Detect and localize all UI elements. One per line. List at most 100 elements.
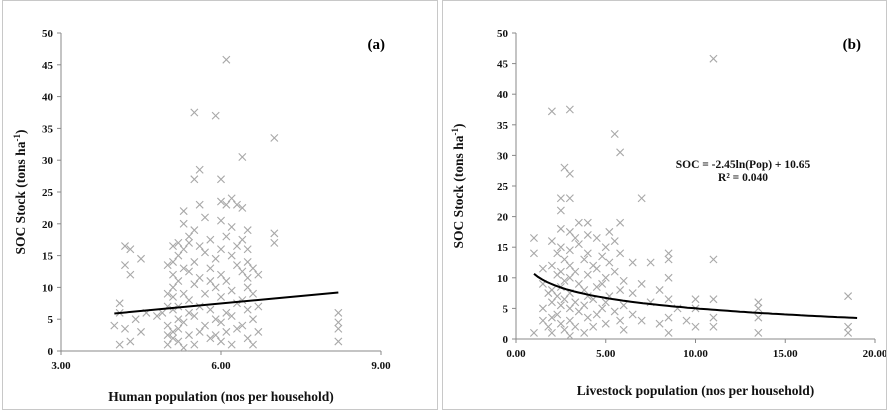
chart-b-data-point [709,313,718,322]
chart-a-data-point [243,283,252,292]
chart-a-data-point [254,302,263,311]
chart-a-data-point [270,238,279,247]
chart-b-data-point [560,276,569,285]
chart-b-data-point [580,301,589,310]
chart-a-data-point [227,286,236,295]
chart-b-data-point [619,276,628,285]
chart-b-data-point [598,252,607,261]
chart-a-data-point [233,324,241,333]
chart-b-data-point [709,54,718,63]
chart-a-data-point [270,229,279,238]
chart-a-data-point [185,267,193,276]
chart-b-data-point [571,267,580,276]
chart-b-y-tick-label: 45 [497,59,509,71]
chart-a-data-point [254,270,263,279]
chart-b-data-point [571,298,580,307]
chart-a-data-point [131,315,140,324]
chart-b-y-tick-label: 5 [503,303,509,315]
chart-a-data-point [163,289,172,298]
chart-b-data-point [616,249,625,258]
chart-b-y-tick-label: 20 [497,212,509,224]
chart-a-data-point [238,267,247,276]
chart-b-data-point [583,270,592,279]
chart-a-data-point [334,318,343,327]
chart-a-data-point [217,337,225,346]
chart-a-data-point [195,165,204,174]
chart-a-data-point [190,280,199,289]
chart-b-data-point [844,322,853,331]
chart-a-data-point [249,264,257,273]
chart-a-data-point [334,337,343,346]
chart-a-data-point [254,327,263,336]
chart-b-data-point [565,194,574,203]
chart-b-data-point [709,255,718,264]
chart-a-data-point [158,308,167,317]
chart-b-data-point [547,237,556,246]
chart-a-data-point [217,245,225,254]
chart-a-data-point [190,175,199,184]
chart-a-data-point [249,340,257,349]
chart-a-data-point [243,334,252,343]
chart-a-data-point [206,334,215,343]
chart-a-data-point [217,318,225,327]
chart-b-data-point [556,243,565,252]
chart-a-data-point [179,289,188,298]
chart-b-data-point [664,249,673,258]
chart-a-data-point [227,222,236,231]
chart-a-y-tick-label: 20 [42,219,54,231]
chart-b-r-squared-label: R² = 0.040 [718,172,768,184]
chart-a-data-point [243,226,252,235]
chart-a-data-point [206,264,215,273]
chart-a-data-point [137,254,145,263]
chart-b-svg: 0 5 10 15 20 25 30 35 40 45 50 0.00 5.00 10.00 15.00 20… [450,28,886,398]
chart-b-data-point [556,206,565,215]
chart-b-data-point [583,313,592,322]
chart-a-data-point [238,203,247,212]
chart-a-data-point [227,251,236,260]
chart-b-data-point [664,255,673,264]
chart-a-data-point [334,324,343,333]
chart-a-data-point [211,331,220,340]
chart-b-y-tick-label: 25 [497,181,509,193]
chart-b-data-point [616,286,625,295]
chart-a-data-point [169,283,177,292]
chart-b-data-point [605,258,614,267]
chart-b-data-point [682,316,691,325]
chart-b-data-point [664,313,673,322]
chart-b-equation-label: SOC = -2.45ln(Pop) + 10.65 [676,159,811,171]
chart-a-data-point [174,315,183,324]
chart-a-data-point [190,226,199,235]
chart-b-data-point [754,328,763,337]
chart-a-svg: 0 5 10 15 20 25 30 35 40 45 50 3.00 6.00 9.00 (a) Human… [12,28,391,404]
chart-a-data-point [163,340,172,349]
chart-a-data-point [185,308,193,317]
chart-b-trendline [533,273,858,319]
chart-b-y-tick-label: 35 [497,120,509,132]
chart-a-data-point [222,200,231,209]
chart-a-data-point [121,261,129,270]
chart-a-y-tick-label: 30 [42,155,54,167]
chart-a-data-point [206,305,215,314]
chart-a-data-point [185,238,193,247]
chart-a-y-axis-title: SOC Stock (tons ha-1) [12,130,28,255]
chart-b-data-point [637,316,646,325]
chart-b-y-tick-label: 10 [497,273,509,285]
chart-a-data-point [174,277,183,286]
chart-b-data-point [592,234,601,243]
chart-a-data-point [243,305,252,314]
chart-a-data-point [163,321,172,330]
chart-b-data-point [598,279,607,288]
chart-b-y-tick-label: 50 [497,28,509,40]
chart-a-trendline [114,291,339,315]
chart-a-data-point [222,277,231,286]
chart-b-y-tick-label: 15 [497,242,509,254]
chart-b-data-point [754,304,763,313]
chart-b-data-point [610,129,619,138]
chart-b-data-point [565,331,574,340]
chart-b-data-point [610,307,619,316]
chart-a-data-point [169,270,177,279]
chart-a-data-point [137,327,145,336]
chart-a-data-point [211,254,220,263]
chart-a-data-point [121,242,129,251]
chart-a-data-point [222,327,231,336]
